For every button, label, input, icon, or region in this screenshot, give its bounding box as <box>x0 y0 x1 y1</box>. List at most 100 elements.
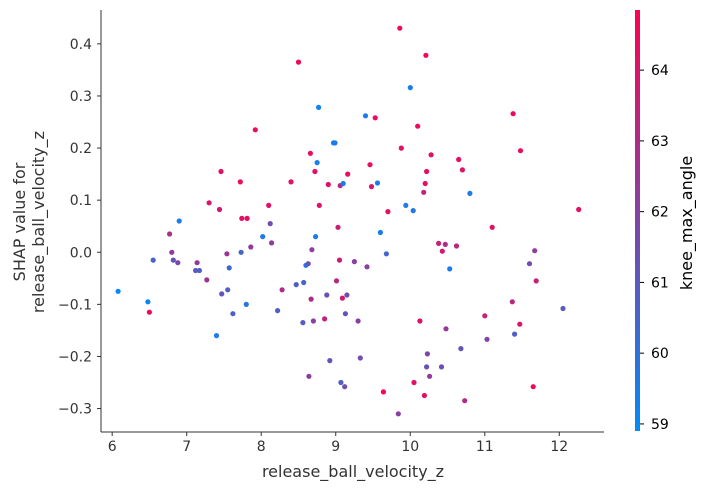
data-point-47 <box>312 168 318 175</box>
data-point-125 <box>576 206 582 213</box>
y-tick-label-0: −0.3 <box>58 402 92 418</box>
data-point-122 <box>532 248 538 254</box>
data-point-76 <box>372 115 378 121</box>
data-point-55 <box>327 358 333 364</box>
data-point-36 <box>293 282 299 288</box>
colorbar <box>635 10 640 431</box>
data-point-107 <box>456 156 462 163</box>
data-point-77 <box>374 180 381 186</box>
data-point-42 <box>306 373 312 379</box>
data-point-0 <box>115 288 121 294</box>
data-point-100 <box>436 240 442 246</box>
data-point-114 <box>489 224 495 230</box>
y-tick-label-3: 0.0 <box>70 245 92 261</box>
data-point-106 <box>453 243 460 249</box>
colorbar-tick-label-0: 59 <box>651 417 669 433</box>
scatter-points <box>115 25 582 417</box>
data-point-84 <box>398 145 404 151</box>
data-point-123 <box>533 278 539 284</box>
x-tick-label-6: 12 <box>550 439 568 455</box>
data-point-12 <box>204 277 210 283</box>
data-point-71 <box>357 355 363 361</box>
data-point-89 <box>415 123 421 129</box>
data-point-105 <box>447 266 453 272</box>
x-tick-label-4: 10 <box>401 439 419 455</box>
data-point-81 <box>385 209 391 215</box>
data-point-118 <box>517 321 523 327</box>
data-point-7 <box>175 260 181 266</box>
data-point-62 <box>338 379 344 386</box>
y-axis-title: SHAP value for release_ball_velocity_z <box>10 131 49 313</box>
data-point-68 <box>345 171 351 177</box>
y-axis-title-line-1: SHAP value for <box>10 162 29 281</box>
colorbar-title: knee_max_angle <box>677 156 697 290</box>
data-point-117 <box>511 331 518 337</box>
data-point-91 <box>421 189 427 195</box>
data-point-34 <box>279 287 285 293</box>
y-tick-label-5: 0.2 <box>70 141 92 157</box>
data-point-116 <box>510 111 516 117</box>
data-point-63 <box>339 295 345 301</box>
y-tick-label-1: −0.2 <box>58 349 92 365</box>
x-axis-title: release_ball_velocity_z <box>262 462 444 482</box>
data-point-112 <box>482 313 488 319</box>
data-point-111 <box>467 190 473 196</box>
data-point-109 <box>459 167 465 173</box>
data-point-53 <box>324 292 330 298</box>
data-point-39 <box>301 279 307 286</box>
data-point-16 <box>218 168 224 175</box>
data-point-17 <box>219 291 225 297</box>
data-point-67 <box>344 292 350 298</box>
data-point-113 <box>484 336 490 342</box>
data-point-72 <box>362 113 369 119</box>
data-point-21 <box>230 311 236 317</box>
data-point-32 <box>269 240 275 246</box>
data-point-110 <box>462 398 468 404</box>
data-point-121 <box>530 384 536 390</box>
data-point-50 <box>316 104 322 110</box>
colorbar-tick-label-5: 64 <box>651 63 669 79</box>
data-point-31 <box>267 221 273 227</box>
data-point-58 <box>333 278 340 284</box>
data-point-60 <box>336 257 343 263</box>
data-point-85 <box>403 202 409 208</box>
data-point-19 <box>225 287 231 293</box>
data-point-30 <box>266 202 272 208</box>
data-point-25 <box>243 301 249 307</box>
data-point-4 <box>167 231 173 237</box>
data-point-74 <box>367 162 373 168</box>
x-tick-label-2: 8 <box>257 439 266 455</box>
data-point-9 <box>193 267 199 274</box>
data-point-33 <box>275 308 281 314</box>
data-point-86 <box>407 85 413 91</box>
data-point-35 <box>288 179 294 185</box>
data-point-82 <box>395 411 401 417</box>
data-point-101 <box>438 364 445 370</box>
colorbar-tick-label-1: 60 <box>651 346 669 362</box>
y-ticks: −0.3 −0.2 −0.1 0.0 0.1 0.2 0.3 0.4 <box>58 37 101 418</box>
colorbar-ticks: 59 60 61 62 63 64 <box>640 63 669 433</box>
data-point-90 <box>417 318 423 324</box>
data-point-13 <box>206 200 212 206</box>
data-point-59 <box>335 224 341 230</box>
data-point-80 <box>383 251 389 257</box>
y-axis-title-line-2: release_ball_velocity_z <box>29 131 49 313</box>
data-point-64 <box>340 180 346 187</box>
data-point-95 <box>424 168 430 175</box>
data-point-92 <box>421 392 427 399</box>
data-point-120 <box>526 261 533 267</box>
data-point-14 <box>213 333 220 339</box>
data-point-45 <box>309 247 315 253</box>
data-point-88 <box>411 379 417 386</box>
data-point-93 <box>422 180 428 187</box>
x-tick-label-5: 11 <box>476 439 494 455</box>
colorbar-tick-label-2: 61 <box>651 275 669 291</box>
data-point-5 <box>169 249 175 255</box>
data-point-44 <box>308 296 314 302</box>
y-tick-label-6: 0.3 <box>70 89 92 105</box>
data-point-38 <box>300 320 306 326</box>
data-point-24 <box>239 215 245 221</box>
data-point-75 <box>368 184 375 190</box>
data-point-27 <box>248 244 254 250</box>
